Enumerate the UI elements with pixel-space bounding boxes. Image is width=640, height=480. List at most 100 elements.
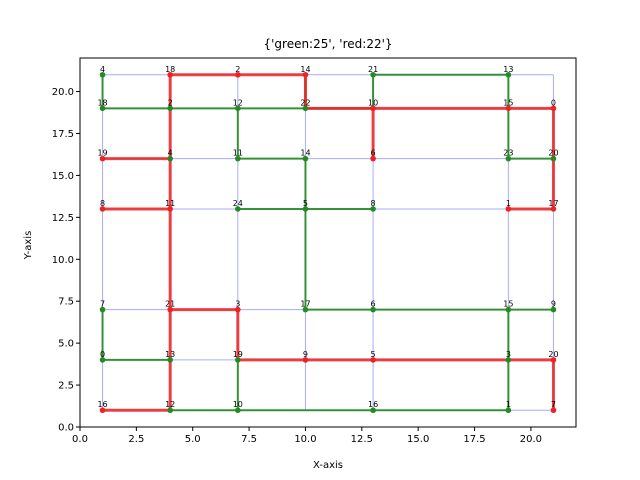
y-tick-label: 10.0 <box>52 255 74 266</box>
node-label: 7 <box>551 400 556 409</box>
node-label: 0 <box>100 350 105 359</box>
x-tick-label: 17.5 <box>463 434 485 445</box>
green-node <box>167 407 173 414</box>
node-label: 6 <box>371 300 376 309</box>
green-node <box>505 306 512 313</box>
node-label: 20 <box>548 149 558 158</box>
green-node <box>370 71 376 78</box>
green-node <box>370 206 376 212</box>
node-label: 15 <box>503 300 513 309</box>
red-node <box>167 206 173 212</box>
node-label: 1 <box>506 199 511 208</box>
node-label: 6 <box>371 149 376 158</box>
node-label: 9 <box>551 300 556 309</box>
node-label: 4 <box>168 149 173 158</box>
green-node <box>167 357 173 363</box>
green-node <box>235 357 241 363</box>
green-node <box>550 155 557 162</box>
node-label: 11 <box>233 149 243 158</box>
y-tick-label: 7.5 <box>58 297 74 308</box>
red-node <box>302 357 309 363</box>
node-label: 7 <box>100 300 105 309</box>
node-label: 10 <box>368 98 378 107</box>
chart-title: {'green:25', 'red:22'} <box>263 37 392 51</box>
green-node <box>302 105 309 112</box>
y-tick-label: 12.5 <box>52 213 74 224</box>
node-label: 5 <box>303 199 308 208</box>
red-node <box>99 155 106 162</box>
red-node <box>235 306 241 313</box>
y-tick-label: 0.0 <box>58 423 74 434</box>
y-tick-label: 15.0 <box>52 171 74 182</box>
green-node <box>550 306 557 313</box>
node-label: 9 <box>303 350 308 359</box>
node-label: 10 <box>233 400 243 409</box>
green-node <box>302 155 309 162</box>
red-node <box>370 105 376 112</box>
node-label: 23 <box>503 149 513 158</box>
green-node <box>235 407 241 414</box>
x-tick-label: 0.0 <box>72 434 88 445</box>
green-node <box>370 306 376 313</box>
node-label: 3 <box>235 300 240 309</box>
node-label: 14 <box>300 65 310 74</box>
node-label: 19 <box>97 149 107 158</box>
node-label: 1 <box>506 400 511 409</box>
node-label: 20 <box>548 350 558 359</box>
node-label: 18 <box>97 98 107 107</box>
red-node <box>505 105 512 112</box>
x-tick-label: 7.5 <box>241 434 257 445</box>
green-node <box>505 407 512 414</box>
axes-frame <box>79 57 577 428</box>
green-node <box>302 206 309 212</box>
green-node <box>167 155 173 162</box>
red-node <box>99 206 106 212</box>
node-label: 13 <box>165 350 175 359</box>
node-label: 3 <box>506 350 511 359</box>
x-tick-label: 12.5 <box>351 434 373 445</box>
node-label: 2 <box>235 65 240 74</box>
node-label: 14 <box>300 149 310 158</box>
x-tick-label: 15.0 <box>407 434 429 445</box>
red-node <box>370 357 376 363</box>
y-axis-label: Y-axis <box>23 231 34 261</box>
y-tick-label: 2.5 <box>58 381 74 392</box>
green-node <box>505 357 512 363</box>
y-tick-label: 20.0 <box>52 87 74 98</box>
node-label: 21 <box>165 300 175 309</box>
y-tick-label: 17.5 <box>52 129 74 140</box>
green-node <box>302 306 309 313</box>
x-tick-label: 10.0 <box>294 434 316 445</box>
red-node <box>235 71 241 78</box>
red-node <box>550 407 557 414</box>
node-label: 13 <box>503 65 513 74</box>
node-label: 17 <box>548 199 558 208</box>
node-label: 16 <box>97 400 107 409</box>
y-tick-label: 5.0 <box>58 339 74 350</box>
node-label: 8 <box>371 199 376 208</box>
node-label: 0 <box>551 98 556 107</box>
green-node <box>235 206 241 212</box>
node-label: 19 <box>233 350 243 359</box>
node-label: 24 <box>233 199 243 208</box>
node-label: 17 <box>300 300 310 309</box>
node-label: 4 <box>100 65 105 74</box>
green-node <box>235 155 241 162</box>
red-node <box>505 206 512 212</box>
node-label: 15 <box>503 98 513 107</box>
node-label: 11 <box>165 199 175 208</box>
red-node <box>302 71 309 78</box>
node-label: 12 <box>165 400 175 409</box>
red-node <box>550 105 557 112</box>
node-label: 5 <box>371 350 376 359</box>
red-node <box>167 71 173 78</box>
node-label: 8 <box>100 199 105 208</box>
node-label: 22 <box>300 98 310 107</box>
node-label: 2 <box>168 98 173 107</box>
green-node <box>505 155 512 162</box>
red-node <box>167 306 173 313</box>
red-node <box>99 407 106 414</box>
node-label: 18 <box>165 65 175 74</box>
green-node <box>99 306 106 313</box>
